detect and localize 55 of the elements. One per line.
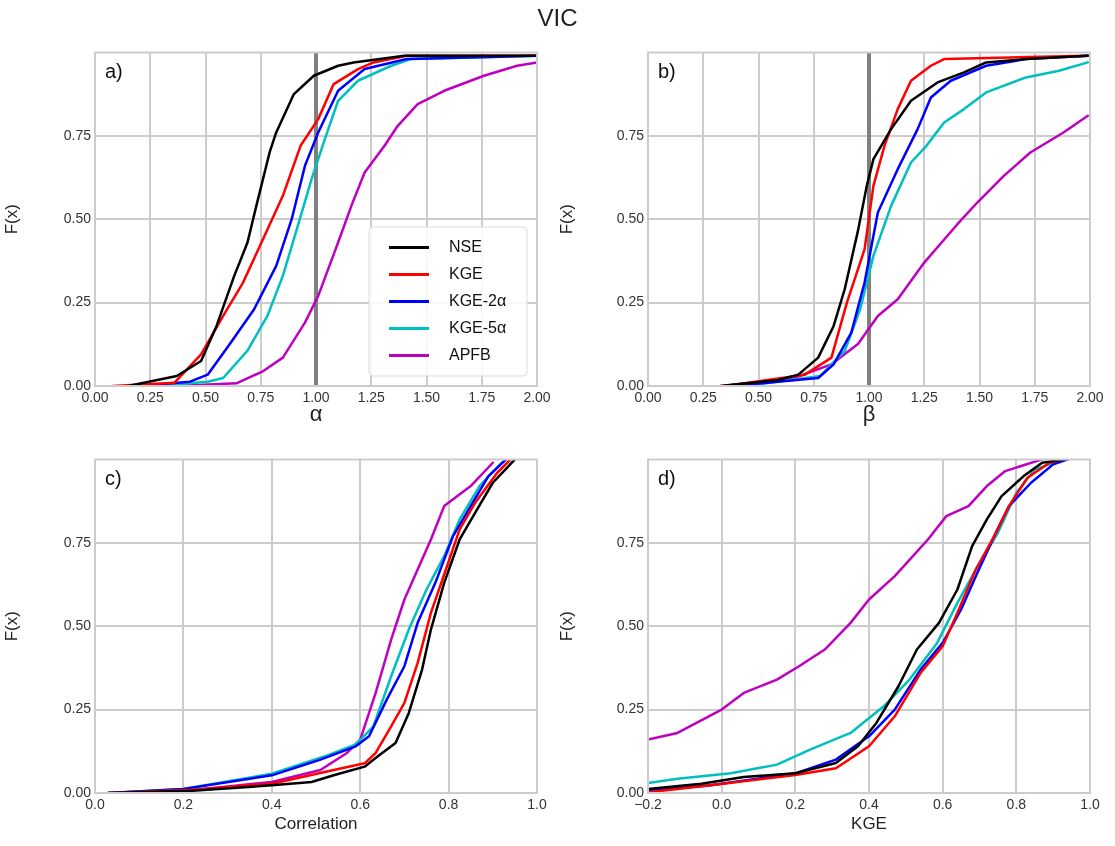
y-axis-title: F(x) [556, 204, 576, 235]
y-tick-label: 0.25 [616, 293, 645, 310]
x-tick-label: 0.25 [136, 389, 165, 406]
y-axis-title: F(x) [1, 611, 21, 642]
y-tick-label: 0.25 [616, 700, 645, 717]
y-tick-label: 0.25 [63, 293, 92, 310]
x-tick-label: 1.25 [910, 389, 939, 406]
legend-label: NSE [449, 237, 482, 255]
x-tick-label: 1.75 [1021, 389, 1049, 406]
annotation: b) [658, 59, 676, 82]
x-tick-label: 0.25 [689, 389, 718, 406]
x-axis-title: Correlation [274, 814, 358, 834]
annotation: a) [105, 59, 123, 82]
x-tick-label: 0.2 [785, 796, 806, 813]
y-tick-label: 0.50 [63, 210, 92, 227]
x-tick-label: 0.75 [800, 389, 828, 406]
y-tick-label: 0.25 [63, 700, 92, 717]
x-tick-label: 0.50 [191, 389, 220, 406]
x-tick-label: 1.0 [1080, 796, 1100, 813]
x-tick-label: 0.75 [247, 389, 275, 406]
x-tick-label: 0.50 [744, 389, 773, 406]
x-tick-label: 0.6 [932, 796, 953, 813]
y-tick-label: 0.75 [63, 533, 92, 550]
x-tick-label: 0.4 [859, 796, 879, 813]
y-tick-label: 0.75 [616, 126, 645, 143]
chart-title: VIC [536, 4, 579, 32]
y-tick-label: 0.50 [616, 210, 645, 227]
x-tick-label: 0.4 [262, 796, 282, 813]
x-tick-label: 1.00 [855, 389, 883, 406]
x-tick-label: 0.8 [438, 796, 459, 813]
x-tick-label: 1.0 [527, 796, 547, 813]
y-axis-title: F(x) [556, 611, 576, 642]
legend-label: KGE [449, 264, 483, 282]
x-tick-label: 0.8 [1006, 796, 1027, 813]
y-axis-title: F(x) [1, 204, 21, 235]
x-tick-label: 1.00 [302, 389, 330, 406]
y-tick-label: 0.75 [616, 533, 645, 550]
x-tick-label: 1.25 [357, 389, 386, 406]
x-tick-label: 1.75 [468, 389, 496, 406]
legend-label: APFB [449, 345, 491, 363]
y-tick-label: 0.75 [63, 126, 92, 143]
annotation: d) [658, 466, 676, 489]
x-tick-label: 2.00 [523, 389, 551, 406]
x-axis-title: KGE [851, 814, 887, 834]
y-tick-label: 0.50 [63, 617, 92, 634]
x-tick-label: 1.50 [412, 389, 441, 406]
x-tick-label: 2.00 [1076, 389, 1104, 406]
x-tick-label: 1.50 [965, 389, 994, 406]
annotation: c) [105, 466, 122, 489]
legend-label: KGE-2α [449, 291, 507, 309]
x-tick-label: 0.6 [350, 796, 371, 813]
legend-label: KGE-5α [449, 318, 507, 336]
x-tick-label: 0.2 [173, 796, 194, 813]
y-tick-label: 0.50 [616, 617, 645, 634]
x-tick-label: 0.0 [711, 796, 732, 813]
